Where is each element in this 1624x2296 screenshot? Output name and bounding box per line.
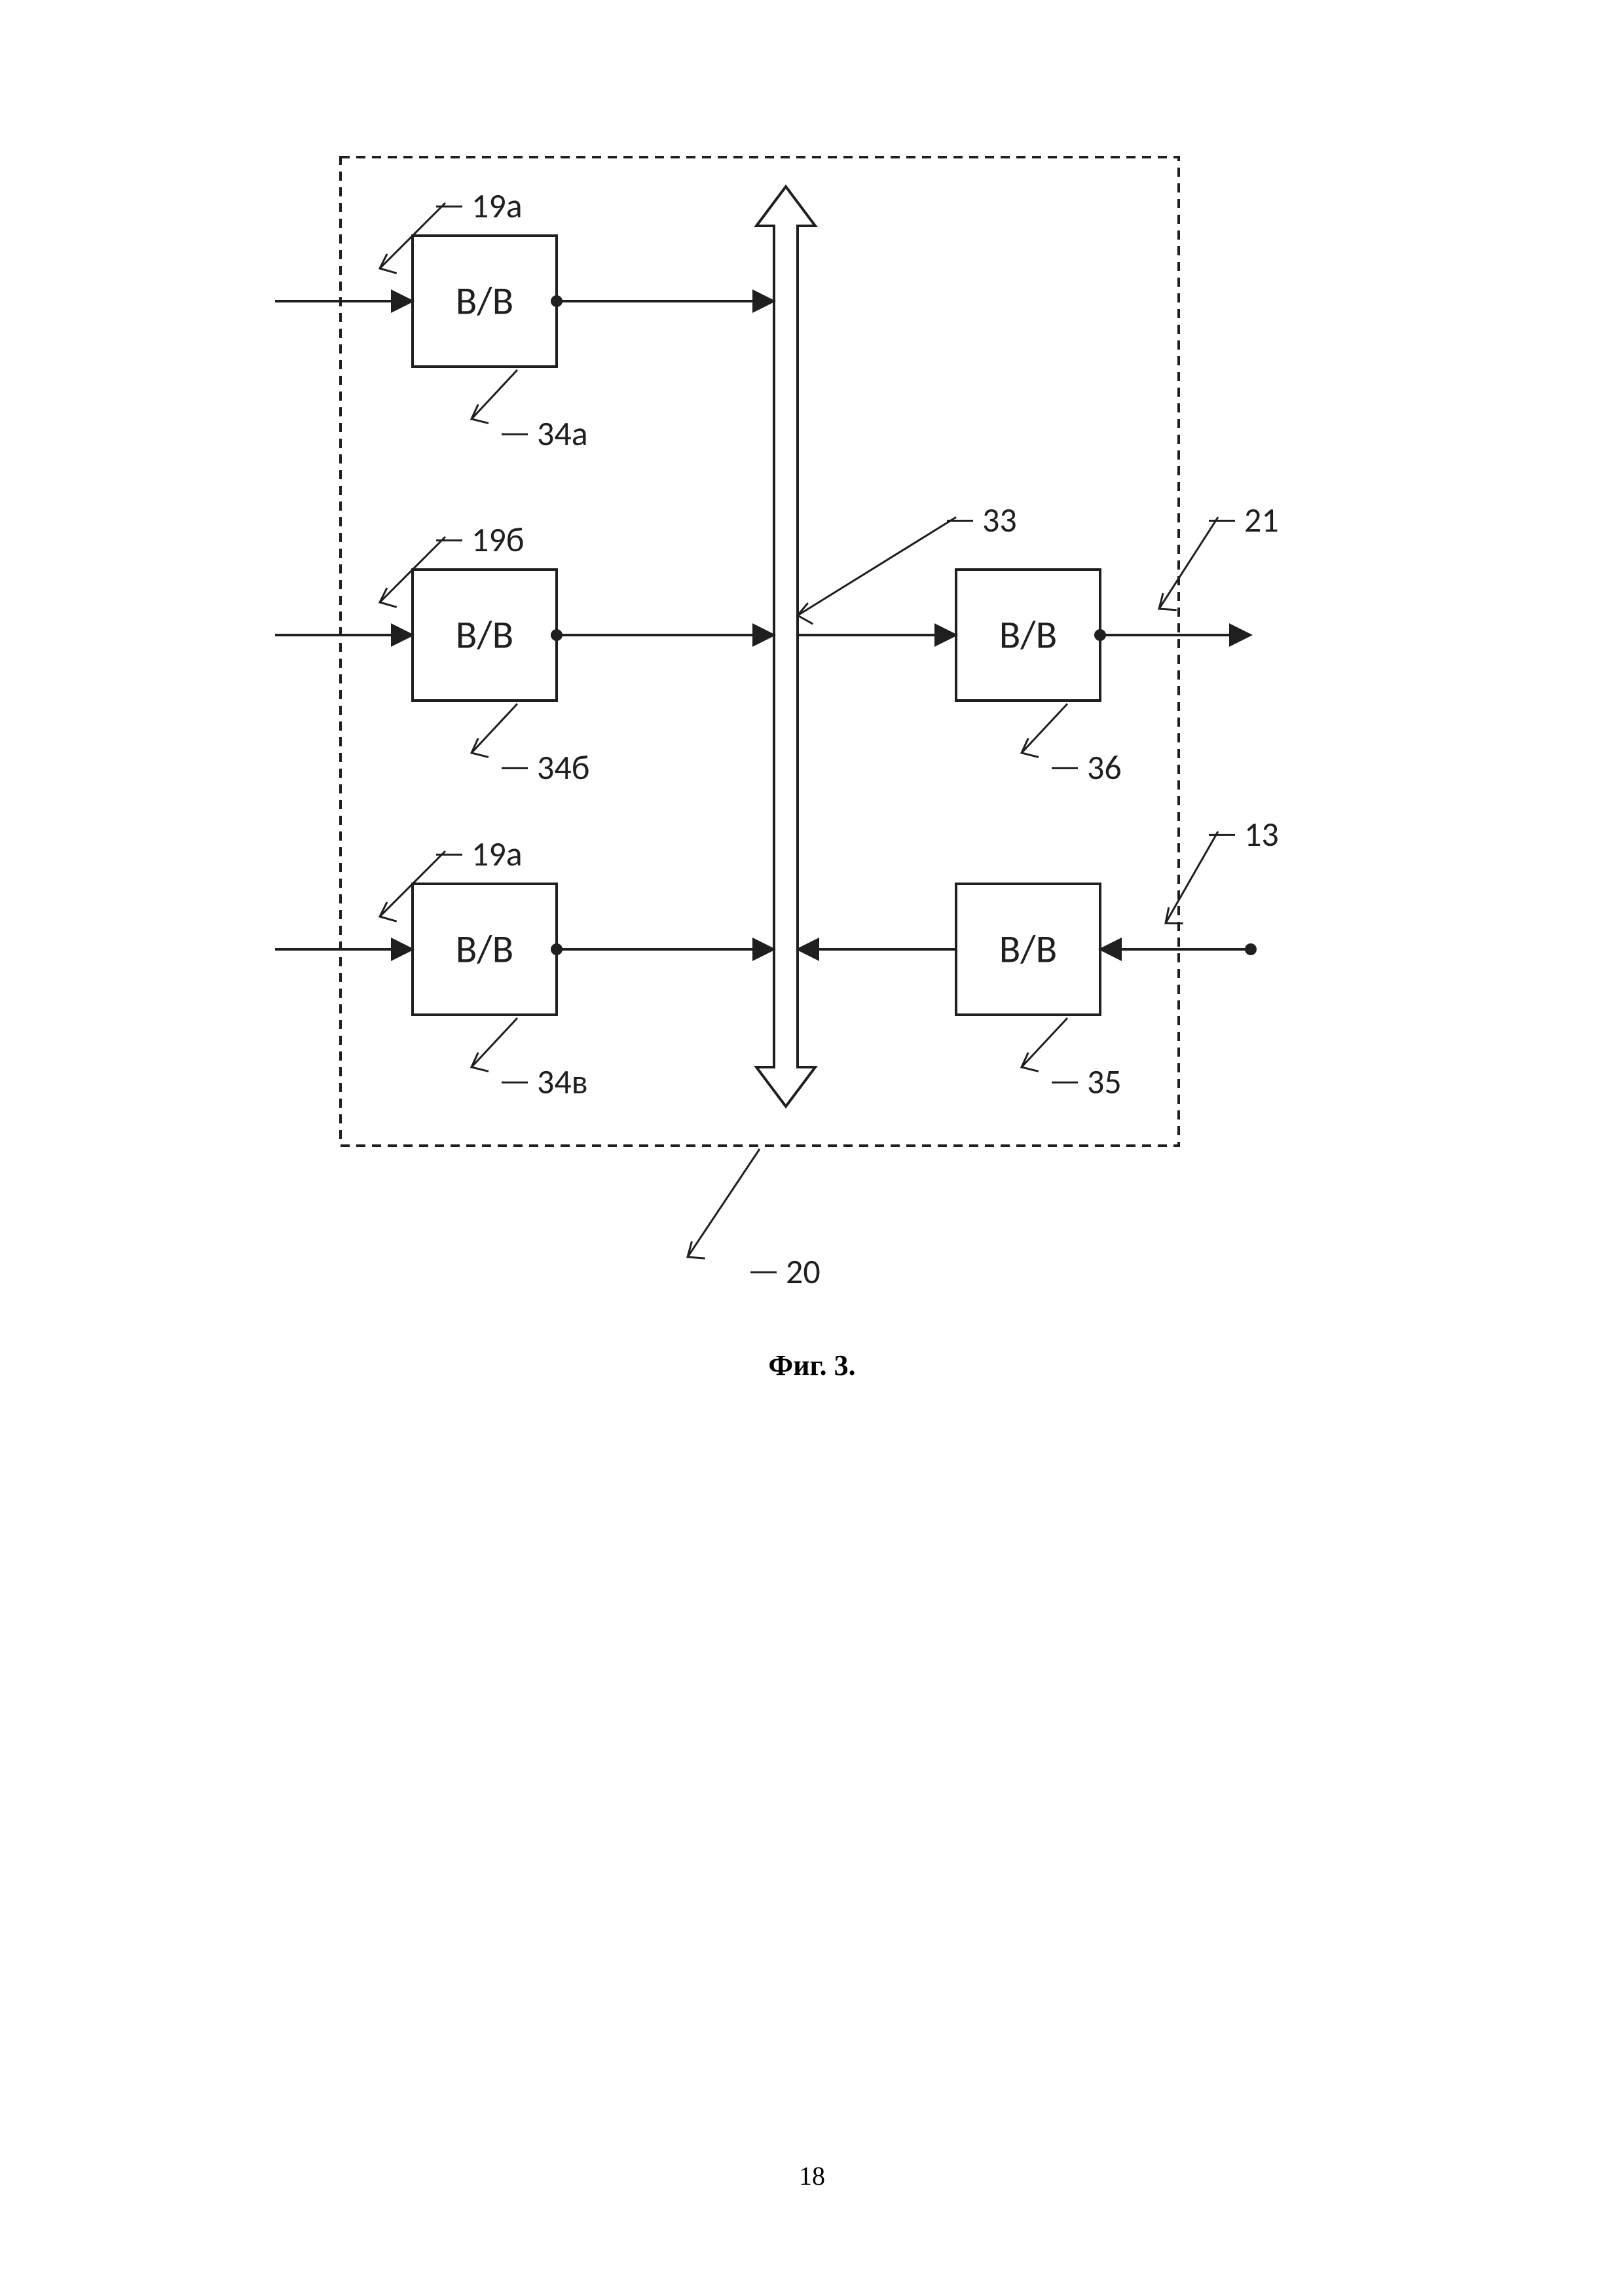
node-dot-34b_bus: [551, 629, 563, 641]
leader-line-35: [1022, 1018, 1067, 1067]
leader-tick-34b: [471, 738, 489, 757]
ref-label-19a_bot: 19а: [471, 833, 523, 875]
leader-line-33: [798, 517, 956, 615]
ref-label-34a: 34а: [537, 412, 588, 454]
ref-label-34b: 34б: [537, 746, 589, 788]
ref-label-35: 35: [1087, 1061, 1122, 1102]
node-dot-36_out: [1094, 629, 1106, 641]
bus-arrow-33: [756, 187, 815, 1106]
leader-line-34b: [471, 704, 517, 753]
diagram-svg: В/В В/В В/В В/В В/В 13 20 21 33 35 36 19а 34а 19б 34б 1…: [0, 0, 1624, 1375]
block-label-34b: В/В: [456, 611, 513, 659]
ref-label-20: 20: [786, 1250, 821, 1292]
ref-label-19a_top: 19а: [471, 185, 523, 227]
node-dot-in_35: [1245, 943, 1257, 955]
block-label-34a: В/В: [456, 278, 513, 325]
leader-tick-19b: [380, 588, 397, 607]
leader-line-34a: [471, 370, 517, 419]
leader-tick-33: [798, 603, 813, 624]
leader-tick-35: [1022, 1053, 1039, 1072]
leader-line-20: [688, 1149, 760, 1257]
leader-tick-19a_top: [380, 254, 397, 273]
ref-label-33: 33: [982, 499, 1017, 541]
block-label-36: В/В: [999, 611, 1057, 659]
leader-line-13: [1166, 831, 1218, 923]
figure-caption: Фиг. 3.: [0, 1349, 1624, 1382]
leader-tick-34a: [471, 405, 489, 424]
ref-label-21: 21: [1244, 499, 1279, 541]
ref-label-19b: 19б: [471, 519, 524, 560]
ref-label-13: 13: [1244, 813, 1279, 855]
block-label-34v: В/В: [456, 926, 513, 974]
node-dot-34a_bus: [551, 295, 563, 307]
leader-line-21: [1159, 517, 1218, 609]
leader-tick-34v: [471, 1053, 489, 1072]
leader-line-36: [1022, 704, 1067, 753]
node-dot-34v_bus: [551, 943, 563, 955]
block-label-35: В/В: [999, 926, 1057, 974]
ref-label-34v: 34в: [537, 1061, 588, 1102]
ref-label-36: 36: [1087, 746, 1122, 788]
page: В/В В/В В/В В/В В/В 13 20 21 33 35 36 19а 34а 19б 34б 1…: [0, 0, 1624, 2296]
page-number: 18: [0, 2160, 1624, 2191]
leader-line-34v: [471, 1018, 517, 1067]
leader-tick-36: [1022, 738, 1039, 757]
leader-tick-19a_bot: [380, 902, 397, 921]
